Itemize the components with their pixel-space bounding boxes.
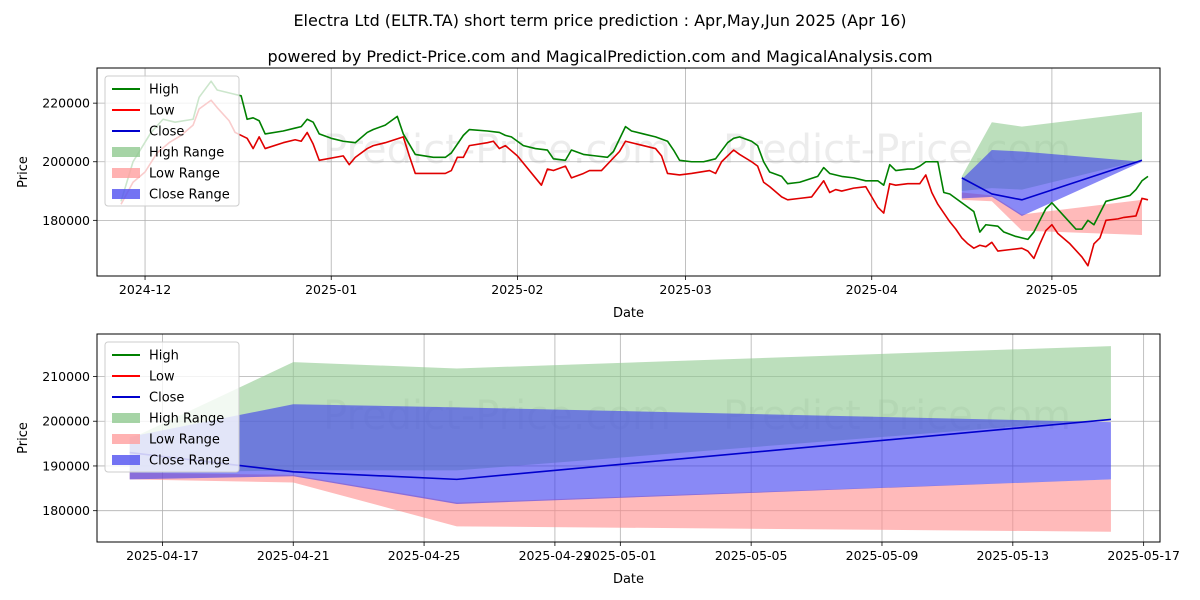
x-tick-label: 2025-05-17 — [1107, 548, 1180, 563]
legend-label: Low — [149, 104, 175, 119]
close-series-line — [961, 159, 1143, 201]
legend-label: Close — [149, 125, 184, 140]
x-axis-label: Date — [613, 306, 644, 321]
y-tick-label: 180000 — [42, 503, 90, 518]
legend-swatch-high-range — [112, 413, 140, 423]
x-tick-label: 2025-05-01 — [584, 548, 657, 563]
legend-label: High — [149, 83, 179, 98]
x-tick-label: 2025-04-21 — [257, 548, 330, 563]
legend-label: High Range — [149, 412, 224, 427]
x-tick-label: 2025-05 — [1026, 282, 1078, 297]
legend-swatch-low-range — [112, 168, 140, 178]
x-tick-label: 2025-05-13 — [976, 548, 1049, 563]
x-tick-label: 2025-03 — [659, 282, 711, 297]
x-tick-label: 2025-04 — [846, 282, 898, 297]
legend-label: Close — [149, 391, 184, 406]
y-tick-label: 190000 — [42, 458, 90, 473]
legend-label: High Range — [149, 146, 224, 161]
x-tick-label: 2025-04-25 — [388, 548, 461, 563]
high-series-line — [120, 80, 1149, 241]
panel-2-plot-area — [129, 346, 1112, 532]
x-tick-label: 2025-04-29 — [519, 548, 592, 563]
x-tick-label: 2025-05-05 — [715, 548, 788, 563]
x-tick-label: 2025-02 — [491, 282, 543, 297]
legend-label: Close Range — [149, 454, 230, 469]
x-tick-label: 2025-05-09 — [846, 548, 919, 563]
panel-1: Predict-Price.com Predict-Price.com2024-1… — [16, 67, 1161, 321]
panel-2-legend: High Low Close High Range Low Range Close Ran… — [104, 341, 240, 473]
y-tick-label: 210000 — [42, 369, 90, 384]
panel-2-frame — [96, 333, 1161, 543]
x-axis-label: Date — [613, 572, 644, 587]
legend-label: Close Range — [149, 188, 230, 203]
y-axis-label: Price — [16, 156, 31, 188]
low-series-line — [120, 99, 1149, 267]
x-tick-label: 2025-01 — [305, 282, 357, 297]
chart-title: Electra Ltd (ELTR.TA) short term price p… — [293, 11, 906, 30]
y-axis-label: Price — [16, 422, 31, 454]
legend-label: Low Range — [149, 167, 220, 182]
chart-subtitle: powered by Predict-Price.com and Magical… — [267, 47, 932, 66]
watermark-text: Predict-Price.com — [323, 127, 671, 173]
panel-1-legend: High Low Close High Range Low Range Close Ran… — [104, 75, 240, 207]
legend-swatch-close-range — [112, 189, 140, 199]
legend-swatch-low-range — [112, 434, 140, 444]
x-tick-label: 2025-04-17 — [126, 548, 199, 563]
y-tick-label: 200000 — [42, 414, 90, 429]
legend-label: Low — [149, 370, 175, 385]
y-tick-label: 200000 — [42, 154, 90, 169]
panel-1-grid: 2024-12 2025-01 2025-02 2025-03 2025-04 2025-… — [42, 68, 1160, 297]
y-tick-label: 180000 — [42, 213, 90, 228]
x-tick-label: 2024-12 — [119, 282, 171, 297]
low-range-band — [129, 472, 1111, 532]
panel-1-frame — [96, 67, 1161, 277]
legend-swatch-close-range — [112, 455, 140, 465]
panel-2: Predict-Price.comPredict-Price.com2025-0… — [16, 333, 1180, 587]
close-range-band — [961, 150, 1142, 216]
legend-label: High — [149, 349, 179, 364]
legend-swatch-high-range — [112, 147, 140, 157]
panel-1-plot-area — [120, 80, 1149, 267]
close-range-band — [129, 404, 1111, 504]
y-tick-label: 220000 — [42, 96, 90, 111]
low-range-band — [961, 192, 1142, 235]
legend-label: Low Range — [149, 433, 220, 448]
